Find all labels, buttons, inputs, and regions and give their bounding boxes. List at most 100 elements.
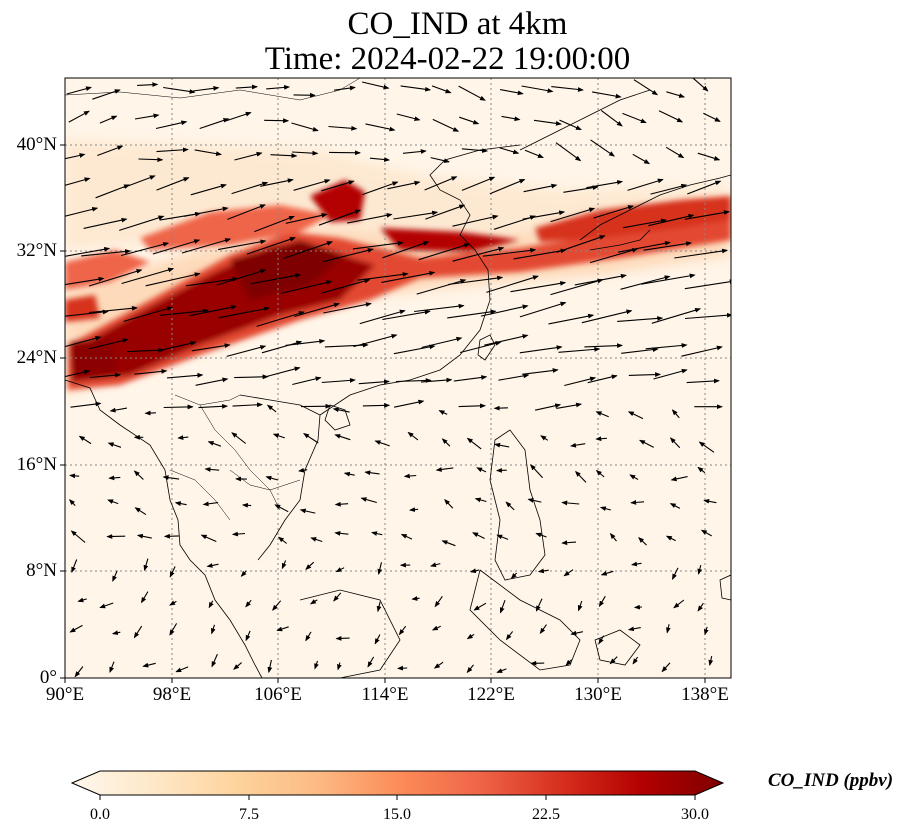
wind-vector-arrow: [266, 85, 291, 90]
wind-vector-arrow: [433, 661, 444, 669]
wind-vector-arrow: [218, 239, 267, 251]
wind-vector-arrow: [281, 560, 287, 570]
wind-vector-arrow: [407, 431, 419, 441]
wind-vector-arrow: [362, 181, 399, 196]
wind-vector-arrow: [90, 372, 122, 379]
wind-vector-arrow: [231, 432, 247, 444]
wind-vector-arrow: [328, 125, 358, 131]
lon-tick-label: 98°E: [152, 684, 192, 705]
wind-vector-arrow: [629, 474, 639, 480]
lat-tick-label: 32°N: [16, 240, 57, 261]
wind-vector-arrow: [136, 533, 152, 539]
wind-vector-arrow: [633, 79, 659, 96]
wind-vector-arrow: [177, 435, 189, 440]
wind-vector-arrow: [108, 475, 121, 481]
wind-vector-arrow: [432, 118, 460, 132]
wind-vector-arrow: [400, 533, 413, 540]
wind-vector-arrow: [347, 213, 393, 224]
wind-vector-arrow: [231, 181, 269, 195]
wind-vector-arrow: [159, 308, 209, 316]
wind-vector-arrow: [595, 469, 605, 478]
wind-vector-arrow: [430, 562, 441, 568]
wind-vector-arrow: [556, 235, 606, 253]
wind-vector-arrow: [250, 273, 302, 285]
wind-vector-arrow: [418, 243, 471, 261]
wind-vector-arrow: [305, 561, 315, 570]
wind-vector-arrow: [285, 213, 328, 224]
wind-vector-arrow: [272, 433, 285, 439]
wind-vector-arrow: [473, 602, 487, 611]
wind-vector-arrow: [335, 567, 345, 573]
wind-vector-arrow: [234, 374, 269, 380]
wind-vector-arrow: [65, 369, 91, 378]
wind-vector-arrow: [684, 210, 730, 220]
wind-vector-arrow: [111, 630, 121, 636]
wind-vector-arrow: [204, 467, 220, 472]
wind-vector-arrow: [65, 246, 111, 257]
wind-vector-arrow: [409, 507, 419, 512]
wind-vector-arrow: [208, 600, 214, 609]
wind-vector-arrow: [535, 598, 543, 612]
wind-vector-arrow: [65, 276, 105, 286]
wind-vector-arrow: [438, 410, 448, 415]
wind-vector-arrow: [364, 470, 380, 476]
wind-vector-arrow: [162, 475, 180, 480]
wind-vector-arrow: [498, 373, 530, 381]
wind-vector-arrow: [458, 403, 486, 409]
lon-tick-label: 122°E: [467, 684, 515, 705]
wind-vector-arrow: [185, 276, 239, 287]
wind-vector-arrow: [314, 660, 319, 670]
wind-vector-arrow: [510, 572, 518, 580]
wind-vector-arrow: [627, 411, 644, 420]
wind-vector-arrow: [551, 86, 584, 92]
plot-title-line1: CO_IND at 4km: [347, 6, 568, 42]
wind-vector-arrow: [555, 142, 582, 162]
wind-vector-arrow: [99, 602, 114, 609]
wind-vector-arrow: [435, 467, 454, 472]
wind-vector-arrow: [641, 273, 696, 285]
wind-vector-arrow: [71, 559, 78, 574]
wind-vector-arrow: [189, 305, 237, 317]
wind-vector-arrow: [107, 499, 119, 505]
wind-vector-arrow: [234, 151, 263, 161]
wind-vector-arrow: [421, 336, 463, 349]
wind-vector-arrow: [240, 570, 247, 577]
wind-vector-arrow: [156, 147, 189, 153]
wind-vector-arrow: [69, 473, 80, 479]
wind-vector-arrow: [374, 634, 381, 645]
lon-tick-label: 106°E: [254, 684, 302, 705]
wind-vector-arrow: [496, 668, 507, 673]
wind-vector-arrow: [687, 180, 722, 195]
wind-vector-arrow: [133, 625, 143, 639]
wind-vector-arrow: [334, 530, 349, 536]
wind-vector-arrow: [444, 498, 454, 509]
wind-vector-arrow: [134, 369, 168, 375]
wind-vector-arrow: [584, 343, 624, 348]
wind-vector-arrow: [692, 78, 709, 92]
wind-vector-arrow: [589, 248, 639, 264]
wind-vector-arrow: [88, 305, 138, 314]
wind-vector-arrow: [524, 149, 544, 159]
wind-vector-arrow: [617, 240, 671, 253]
wind-vector-arrow: [357, 272, 409, 281]
wind-vector-arrow: [276, 626, 289, 632]
wind-vector-arrow: [535, 532, 547, 538]
wind-vector-arrow: [226, 345, 267, 357]
wind-vector-arrow: [152, 239, 201, 255]
wind-vector-arrow: [563, 185, 599, 193]
wind-vector-arrow: [137, 82, 159, 88]
wind-vector-arrow: [674, 248, 728, 259]
axis-tick-marks: [60, 144, 706, 683]
colorbar: [70, 770, 725, 800]
wind-vector-arrow: [704, 626, 709, 636]
wind-vector-arrow: [600, 570, 614, 576]
lon-tick-label: 138°E: [681, 684, 729, 705]
wind-vector-arrow: [381, 270, 436, 283]
wind-vector-arrow: [684, 279, 731, 290]
wind-vector-arrow: [109, 407, 127, 413]
wind-vector-arrow: [264, 366, 301, 378]
wind-vector-arrow: [169, 600, 177, 606]
wind-vector-arrow: [533, 119, 562, 126]
wind-vector-arrow: [665, 535, 676, 542]
wind-vector-arrow: [484, 334, 529, 346]
